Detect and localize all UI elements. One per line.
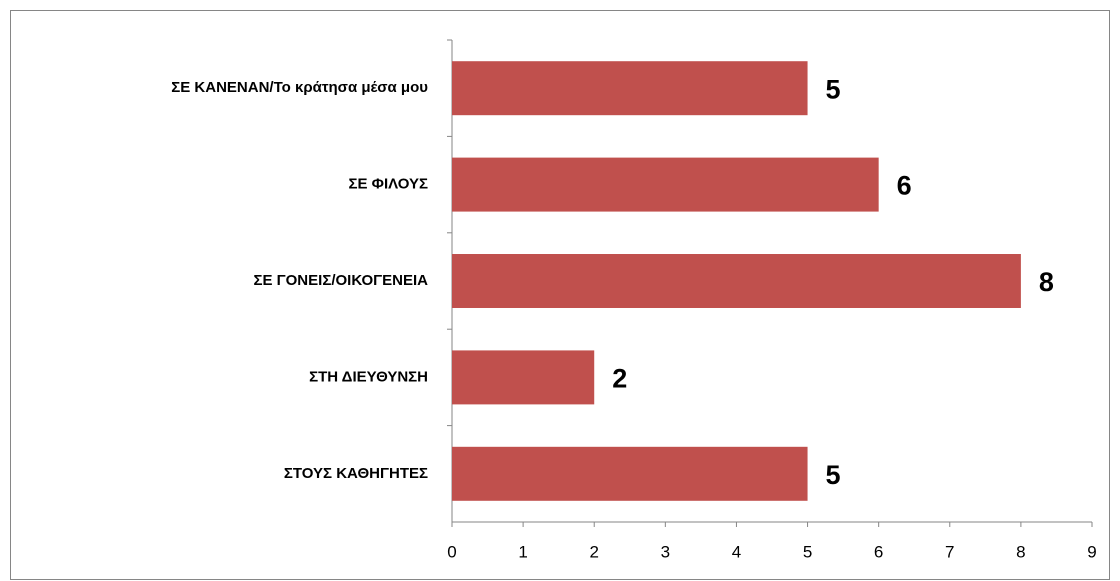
- x-tick-label: 0: [447, 542, 456, 561]
- bar: [452, 157, 879, 212]
- y-tick-label: ΣΤΟΥΣ ΚΑΘΗΓΗΤΕΣ: [284, 465, 428, 482]
- y-tick-label: ΣΤΗ ΔΙΕΥΘΥΝΣΗ: [309, 368, 428, 385]
- y-tick-label: ΣΕ ΓΟΝΕΙΣ/ΟΙΚΟΓΕΝΕΙΑ: [253, 272, 428, 289]
- bar: [452, 61, 808, 116]
- x-tick-label: 8: [1016, 542, 1025, 561]
- y-tick-label: ΣΕ ΦΙΛΟΥΣ: [348, 176, 428, 193]
- data-label: 2: [612, 364, 627, 394]
- x-tick-label: 1: [518, 542, 527, 561]
- bar: [452, 254, 1021, 308]
- y-tick-label: ΣΕ ΚΑΝΕΝΑΝ/Το κράτησα μέσα μου: [171, 79, 428, 96]
- x-tick-label: 4: [732, 542, 741, 561]
- bar: [452, 350, 595, 405]
- data-label: 5: [826, 74, 841, 104]
- bar: [452, 446, 808, 501]
- x-tick-label: 2: [589, 542, 598, 561]
- x-tick-label: 3: [661, 542, 670, 561]
- data-label: 8: [1039, 267, 1054, 297]
- x-tick-label: 9: [1087, 542, 1096, 561]
- data-label: 5: [826, 460, 841, 490]
- x-tick-label: 7: [945, 542, 954, 561]
- data-label: 6: [897, 171, 912, 201]
- x-tick-label: 6: [874, 542, 883, 561]
- x-tick-label: 5: [803, 542, 812, 561]
